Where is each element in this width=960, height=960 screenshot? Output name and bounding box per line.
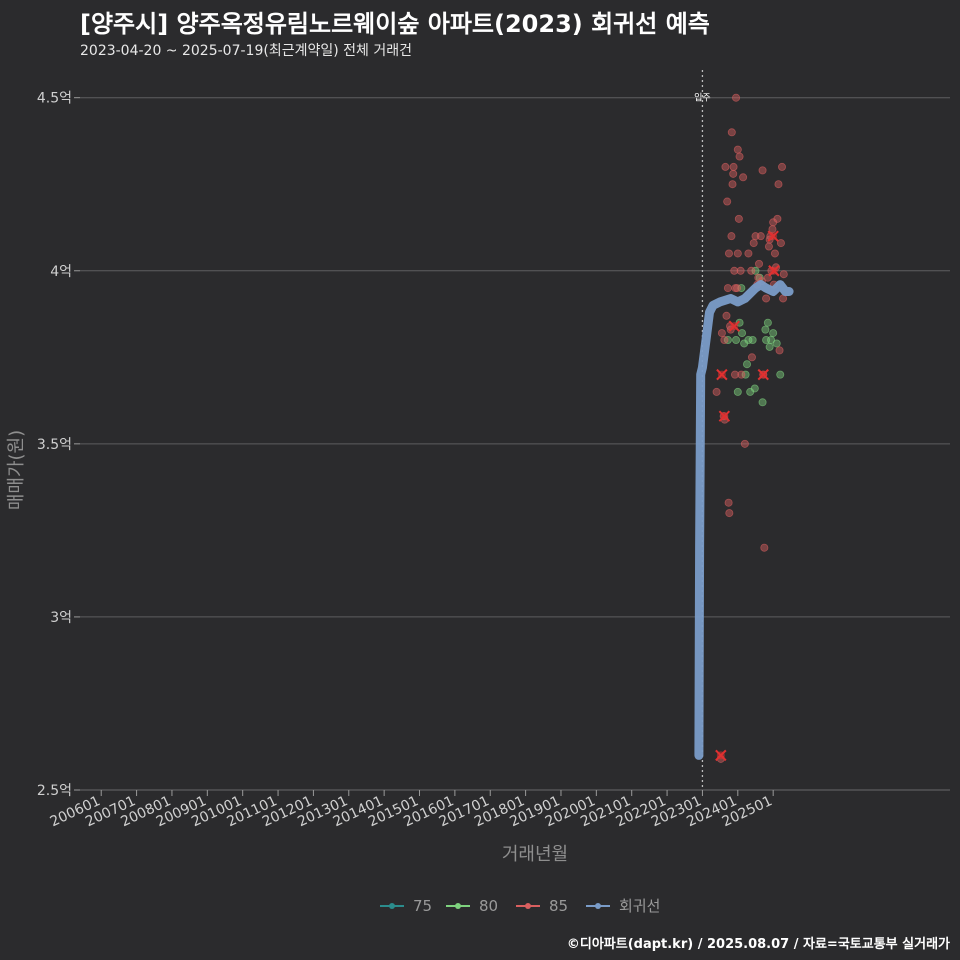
point-85	[764, 242, 773, 251]
point-85	[735, 152, 744, 161]
point-85	[747, 266, 756, 275]
point-80	[750, 384, 759, 393]
y-axis-title: 매매가(원)	[6, 430, 27, 510]
regression-path	[694, 280, 794, 760]
point-85	[727, 232, 736, 241]
regression-line	[694, 280, 794, 760]
point-80	[733, 387, 742, 396]
legend: 75 80 85 회귀선	[380, 897, 660, 915]
y-tick-label: 3억	[50, 610, 72, 626]
legend-label: 80	[479, 897, 498, 915]
point-85	[730, 370, 739, 379]
point-85	[729, 169, 738, 178]
point-85	[778, 162, 787, 171]
cross-stroke	[718, 410, 731, 422]
axes: 2.5억3억3.5억4억4.5억200601200701200801200901…	[6, 91, 950, 865]
point-80	[762, 335, 771, 344]
point-80	[772, 339, 781, 348]
point-85	[740, 439, 749, 448]
cross-stroke	[767, 230, 779, 242]
point-80	[737, 284, 746, 293]
point-85	[733, 145, 742, 154]
point-80	[732, 335, 741, 344]
point-80	[738, 329, 747, 338]
cross-stroke	[715, 749, 727, 762]
point-85	[721, 162, 730, 171]
point-85	[760, 543, 769, 552]
point-80	[761, 325, 770, 334]
y-tick-label: 2.5억	[37, 783, 72, 799]
point-80	[765, 342, 774, 351]
legend-key-dot	[455, 903, 461, 909]
point-85	[722, 311, 731, 320]
point-85	[720, 335, 729, 344]
point-80	[769, 329, 778, 338]
point-80	[744, 335, 753, 344]
point-85	[724, 498, 733, 507]
point-85	[756, 232, 765, 241]
point-85	[728, 180, 737, 189]
point-85	[723, 284, 732, 293]
point-85	[776, 239, 785, 248]
legend-label: 75	[413, 897, 432, 915]
cross-stroke	[768, 265, 780, 277]
point-85	[712, 387, 721, 396]
y-tick-label: 4억	[50, 264, 72, 280]
footer-credit: ©디아파트(dapt.kr) / 2025.08.07 / 자료=국토교통부 실…	[566, 937, 950, 952]
point-85	[731, 284, 740, 293]
point-85	[747, 353, 756, 362]
point-80	[751, 266, 760, 275]
move-in-label: 입주	[694, 92, 711, 104]
chart-title: [양주시] 양주옥정유림노르웨이숲 아파트(2023) 회귀선 예측	[80, 10, 710, 38]
y-tick-label: 3.5억	[37, 437, 72, 453]
grid-lines	[80, 97, 950, 791]
point-80	[758, 398, 767, 407]
point-85	[758, 166, 767, 175]
point-85	[762, 294, 771, 303]
point-80	[763, 318, 772, 327]
point-85	[725, 509, 734, 518]
legend-label: 85	[549, 897, 568, 915]
point-85	[734, 214, 743, 223]
data-points	[712, 93, 788, 763]
point-85	[737, 370, 746, 379]
point-85	[770, 249, 779, 258]
y-tick-label: 4.5억	[37, 91, 72, 107]
point-85	[724, 249, 733, 258]
legend-key-dot	[389, 903, 395, 909]
point-85	[773, 214, 782, 223]
highlight-crosses	[715, 230, 780, 762]
point-85	[723, 197, 732, 206]
point-85	[729, 162, 738, 171]
cross-stroke	[728, 320, 740, 332]
point-85	[779, 270, 788, 279]
point-85	[717, 329, 726, 338]
point-80	[743, 360, 752, 369]
point-85	[775, 346, 784, 355]
chart-subtitle: 2023-04-20 ~ 2025-07-19(최근계약일) 전체 거래건	[80, 43, 412, 59]
point-85	[730, 266, 739, 275]
legend-key-dot	[595, 903, 601, 909]
legend-key-dot	[525, 903, 531, 909]
point-85	[736, 266, 745, 275]
point-85	[744, 249, 753, 258]
point-85	[727, 128, 736, 137]
point-80	[748, 335, 757, 344]
x-axis-title: 거래년월	[502, 844, 568, 865]
point-85	[749, 239, 758, 248]
point-85	[732, 93, 741, 102]
point-85	[774, 180, 783, 189]
point-85	[739, 173, 748, 182]
point-85	[733, 249, 742, 258]
legend-label: 회귀선	[619, 897, 660, 915]
point-85	[755, 259, 764, 268]
cross-stroke	[716, 368, 728, 381]
point-80	[741, 370, 750, 379]
cross-stroke	[757, 368, 769, 381]
point-80	[776, 370, 785, 379]
